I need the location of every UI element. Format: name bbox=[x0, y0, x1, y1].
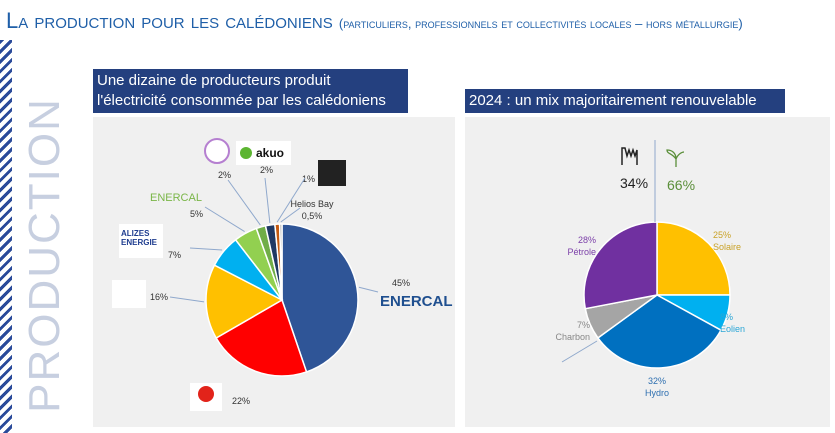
slice-value: 28% bbox=[578, 235, 596, 245]
leader-line bbox=[561, 340, 598, 363]
slice-value: 45% bbox=[392, 278, 410, 288]
pie-slice-0-2 bbox=[205, 264, 284, 340]
pie-slice-0-0 bbox=[281, 223, 359, 373]
slice-label: Helios Bay bbox=[290, 199, 334, 209]
enercal-logo: ENERCAL bbox=[380, 293, 453, 310]
svg-text:akuo: akuo bbox=[256, 146, 284, 160]
leader-line bbox=[227, 179, 261, 226]
leader-line bbox=[280, 207, 301, 223]
slice-value: 1% bbox=[302, 174, 315, 184]
slice-label: Eolien bbox=[720, 324, 745, 334]
svg-text:ENERGIE: ENERGIE bbox=[121, 238, 158, 247]
leader-line bbox=[189, 247, 223, 251]
slice-label: Solaire bbox=[713, 242, 741, 252]
leaf-plug-icon bbox=[666, 149, 685, 167]
pie-slice-1-4 bbox=[583, 221, 658, 310]
slice-value: 25% bbox=[713, 230, 731, 240]
page-subtitle: (particuliers, professionnels et collect… bbox=[338, 16, 743, 31]
alizes-energie-logo bbox=[119, 224, 163, 258]
slice-value: 7% bbox=[577, 320, 590, 330]
slice-label: Charbon bbox=[555, 332, 590, 342]
leader-line bbox=[204, 206, 245, 232]
solar-module-icon bbox=[318, 160, 346, 186]
decorative-border bbox=[0, 40, 12, 433]
fossil-percent: 34% bbox=[620, 175, 648, 191]
slice-value: 8% bbox=[720, 312, 733, 322]
pie-slice-1-2 bbox=[596, 294, 722, 369]
slice-value: 0,5% bbox=[302, 211, 323, 221]
renewable-percent: 66% bbox=[667, 177, 695, 193]
pie-slice-0-8 bbox=[278, 223, 283, 301]
enercal-en-logo: ENERCAL bbox=[150, 192, 202, 204]
producers-heading: Une dizaine de producteurs produit l'élec… bbox=[93, 69, 408, 113]
slice-label: Hydro bbox=[645, 388, 669, 398]
pie-slice-0-1 bbox=[215, 298, 308, 377]
svg-text:ALIZES: ALIZES bbox=[121, 229, 150, 238]
wineo-logo bbox=[204, 138, 230, 164]
leader-line bbox=[169, 296, 205, 303]
slice-value: 2% bbox=[218, 170, 231, 180]
slice-value: 5% bbox=[190, 209, 203, 219]
leader-line bbox=[358, 286, 379, 293]
slice-value: 32% bbox=[648, 376, 666, 386]
slice-value: 2% bbox=[260, 165, 273, 175]
slice-value: 16% bbox=[150, 292, 168, 302]
slice-value: 22% bbox=[232, 396, 250, 406]
leader-line bbox=[276, 177, 306, 223]
pie-slice-1-0 bbox=[656, 221, 731, 296]
page-title: La production pour les calédoniens (part… bbox=[6, 8, 743, 33]
slice-value: 7% bbox=[168, 250, 181, 260]
leader-line bbox=[264, 177, 271, 224]
factory-icon bbox=[621, 147, 638, 165]
mix-heading: 2024 : un mix majoritairement renouvelab… bbox=[465, 89, 785, 113]
slice-label: Pétrole bbox=[567, 247, 596, 257]
solar-panel-icon bbox=[112, 280, 146, 308]
